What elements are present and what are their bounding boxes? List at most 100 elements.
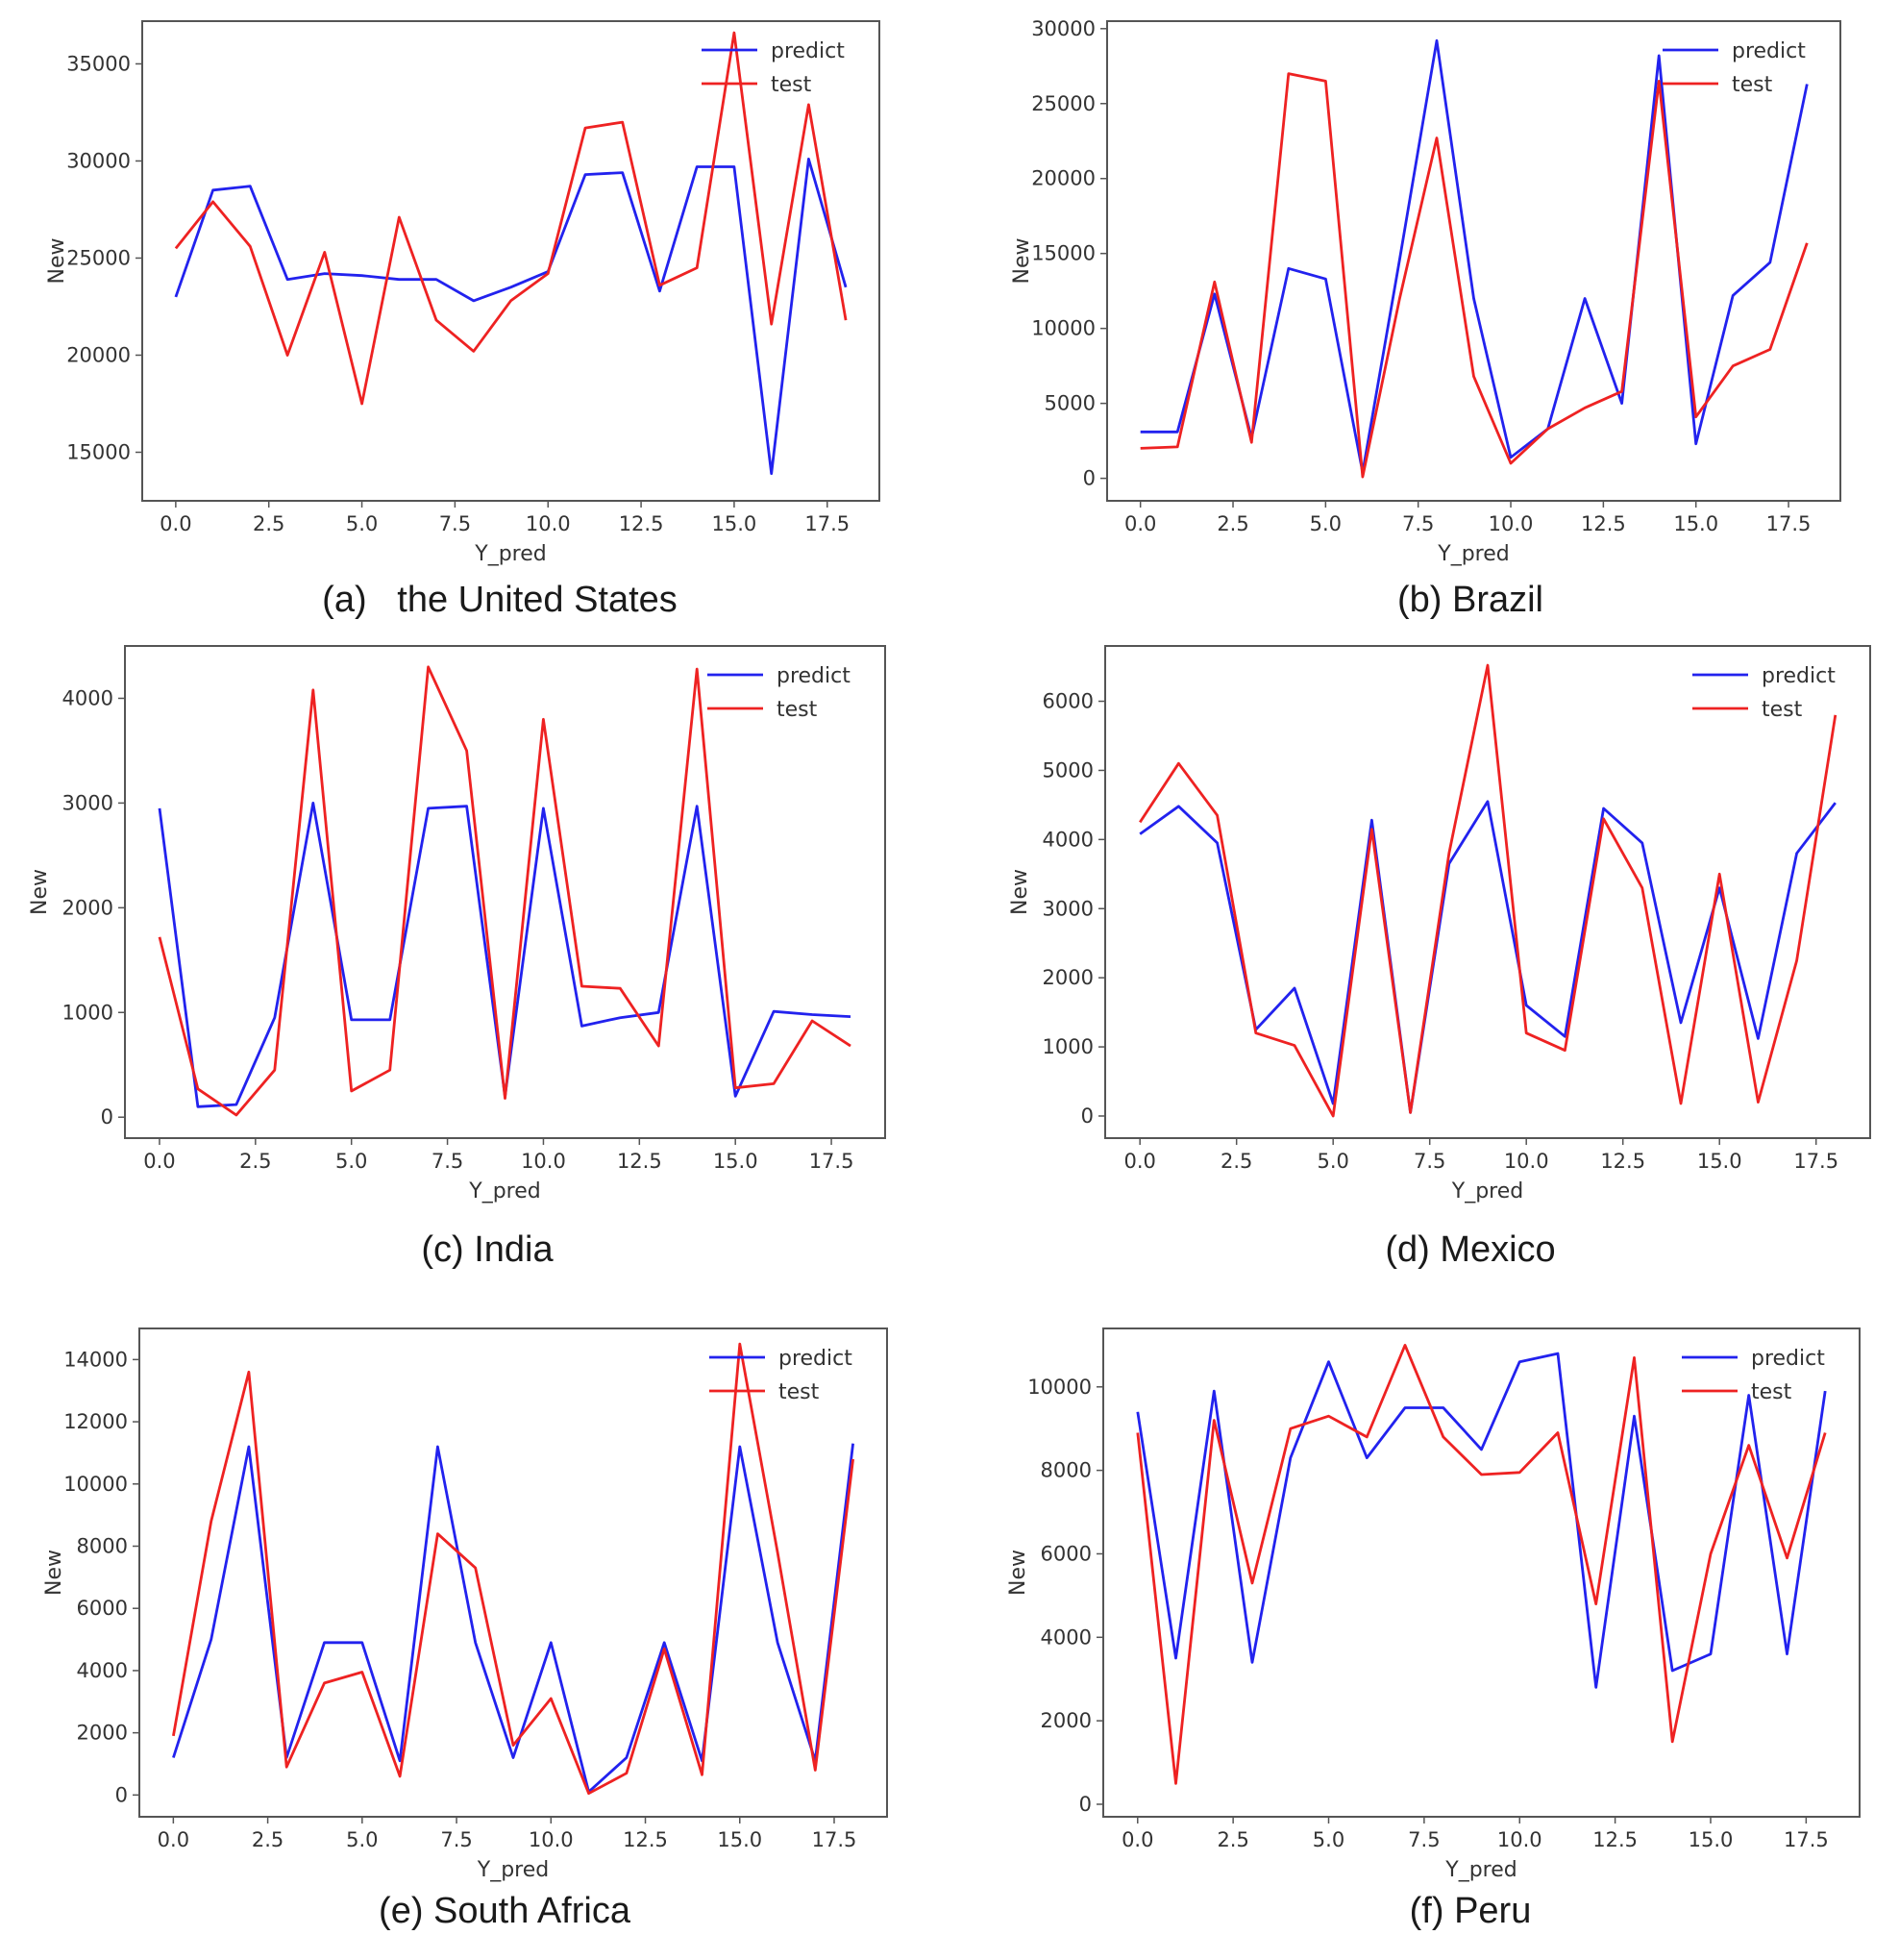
y-axis-label: New	[1010, 238, 1034, 285]
panel-caption: (a) the United States	[322, 580, 678, 620]
y-axis-label: New	[45, 238, 69, 285]
y-tick-label: 15000	[1031, 242, 1096, 265]
chart-panel-4: 0.0 2.5 5.0 7.5 10.0 12.5 15.0 17.5 0 2000 4000 600…	[42, 1327, 888, 1931]
x-axis-label: Y_pred	[477, 1858, 549, 1882]
y-tick-label: 2000	[77, 1722, 128, 1745]
x-tick-label: 7.5	[1414, 1150, 1445, 1173]
x-tick-label: 2.5	[252, 1828, 284, 1851]
x-tick-label: 12.5	[1592, 1828, 1638, 1851]
y-tick-label: 25000	[66, 246, 131, 269]
y-tick-label: 3000	[1043, 897, 1094, 920]
x-tick-label: 5.0	[1317, 1150, 1348, 1173]
legend-label-test: test	[771, 73, 812, 97]
x-tick-label: 12.5	[1581, 512, 1626, 535]
x-tick-label: 2.5	[1217, 512, 1248, 535]
x-tick-label: 17.5	[1766, 512, 1812, 535]
x-tick-label: 0.0	[160, 512, 191, 535]
y-tick-label: 5000	[1043, 758, 1094, 782]
legend-label-predict: predict	[1762, 664, 1836, 688]
y-tick-label: 1000	[1043, 1035, 1094, 1058]
x-axis-label: Y_pred	[468, 1179, 540, 1203]
panel-caption: (b) Brazil	[1397, 580, 1543, 620]
x-tick-label: 0.0	[1122, 1828, 1153, 1851]
plot-frame	[1104, 645, 1871, 1139]
x-tick-label: 7.5	[439, 512, 471, 535]
x-tick-label: 15.0	[1697, 1150, 1742, 1173]
x-tick-label: 10.0	[1504, 1150, 1549, 1173]
x-tick-label: 17.5	[812, 1828, 857, 1851]
chart-panel-2: 0.0 2.5 5.0 7.5 10.0 12.5 15.0 17.5 0 1000 2000 300…	[28, 645, 886, 1270]
x-tick-label: 5.0	[1310, 512, 1342, 535]
y-axis-label: New	[42, 1550, 66, 1596]
x-tick-label: 5.0	[346, 512, 378, 535]
chart-panel-0: 0.0 2.5 5.0 7.5 10.0 12.5 15.0 17.5 15000 20000 25…	[45, 20, 880, 620]
x-tick-label: 15.0	[712, 512, 757, 535]
x-tick-label: 17.5	[804, 512, 850, 535]
x-axis-label: Y_pred	[1451, 1179, 1523, 1203]
panel-caption: (d) Mexico	[1385, 1229, 1555, 1270]
y-tick-label: 8000	[77, 1534, 128, 1557]
y-tick-label: 1000	[62, 1001, 113, 1024]
legend-label-predict: predict	[1751, 1347, 1825, 1371]
panel-caption: (c) India	[421, 1229, 554, 1270]
y-tick-label: 6000	[1041, 1542, 1092, 1565]
x-tick-label: 10.0	[529, 1828, 574, 1851]
legend-label-test: test	[778, 1380, 820, 1404]
x-tick-label: 2.5	[253, 512, 284, 535]
y-tick-label: 0	[115, 1783, 128, 1806]
y-axis-label: New	[1006, 1550, 1030, 1596]
legend-label-test: test	[1762, 698, 1803, 722]
chart-panel-3: 0.0 2.5 5.0 7.5 10.0 12.5 15.0 17.5 0 1000 2000 300…	[1008, 645, 1871, 1270]
legend-label-predict: predict	[777, 664, 851, 688]
y-tick-label: 30000	[66, 149, 131, 172]
x-tick-label: 12.5	[1600, 1150, 1645, 1173]
x-tick-label: 0.0	[1124, 512, 1156, 535]
y-tick-label: 0	[1079, 1793, 1092, 1816]
x-tick-label: 5.0	[1313, 1828, 1344, 1851]
legend-label-predict: predict	[778, 1347, 852, 1371]
legend-label-test: test	[1751, 1380, 1792, 1404]
y-tick-label: 4000	[1043, 828, 1094, 851]
y-tick-label: 14000	[63, 1348, 128, 1371]
x-tick-label: 12.5	[617, 1150, 662, 1173]
y-tick-label: 8000	[1041, 1459, 1092, 1482]
y-axis-label: New	[28, 869, 52, 915]
y-tick-label: 6000	[1043, 690, 1094, 713]
y-tick-label: 12000	[63, 1410, 128, 1433]
y-tick-label: 10000	[1027, 1376, 1092, 1399]
plot-frame	[124, 645, 886, 1139]
y-tick-label: 0	[1083, 467, 1096, 490]
x-axis-label: Y_pred	[1437, 542, 1509, 566]
x-tick-label: 17.5	[1784, 1828, 1829, 1851]
panel-caption: (f) Peru	[1410, 1891, 1532, 1931]
y-axis-label: New	[1008, 869, 1032, 915]
x-tick-label: 2.5	[239, 1150, 271, 1173]
x-tick-label: 15.0	[1673, 512, 1718, 535]
x-tick-label: 0.0	[158, 1828, 189, 1851]
x-tick-label: 15.0	[1689, 1828, 1734, 1851]
panel-caption: (e) South Africa	[379, 1891, 631, 1931]
y-tick-label: 20000	[1031, 167, 1096, 190]
y-tick-label: 4000	[1041, 1625, 1092, 1649]
chart-panel-5: 0.0 2.5 5.0 7.5 10.0 12.5 15.0 17.5 0 2000 4000 600…	[1006, 1327, 1861, 1931]
y-tick-label: 30000	[1031, 17, 1096, 40]
y-tick-label: 0	[1081, 1104, 1094, 1128]
plot-frame	[1106, 20, 1841, 502]
x-tick-label: 15.0	[713, 1150, 758, 1173]
legend-label-predict: predict	[1732, 39, 1806, 63]
x-tick-label: 0.0	[1123, 1150, 1155, 1173]
x-tick-label: 2.5	[1221, 1150, 1252, 1173]
x-tick-label: 7.5	[432, 1150, 463, 1173]
y-tick-label: 20000	[66, 343, 131, 366]
x-tick-label: 15.0	[717, 1828, 762, 1851]
y-tick-label: 15000	[66, 440, 131, 463]
x-tick-label: 7.5	[440, 1828, 472, 1851]
y-tick-label: 5000	[1045, 392, 1096, 415]
legend-label-test: test	[777, 698, 818, 722]
x-tick-label: 10.0	[521, 1150, 566, 1173]
x-tick-label: 7.5	[1402, 512, 1434, 535]
y-tick-label: 2000	[1043, 966, 1094, 989]
x-tick-label: 7.5	[1408, 1828, 1440, 1851]
y-tick-label: 2000	[62, 896, 113, 919]
x-tick-label: 5.0	[346, 1828, 378, 1851]
